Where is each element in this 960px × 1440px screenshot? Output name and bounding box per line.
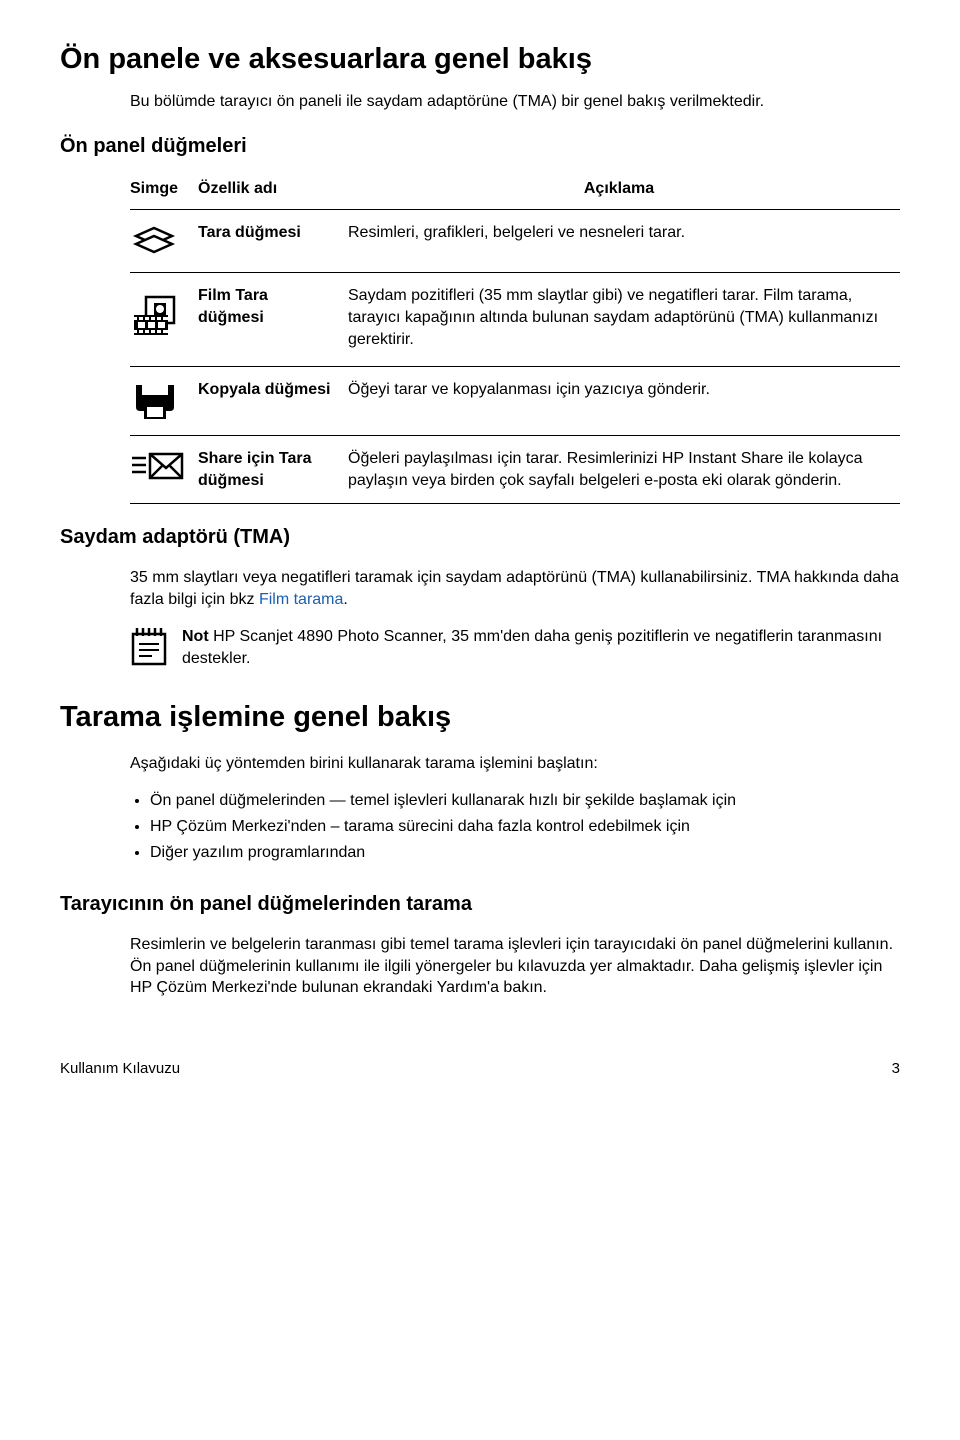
feature-desc: Öğeleri paylaşılması için tarar. Resimle… bbox=[348, 436, 900, 504]
front-panel-text: Resimlerin ve belgelerin taranması gibi … bbox=[130, 934, 900, 999]
col-feature: Özellik adı bbox=[198, 170, 348, 210]
footer-page-number: 3 bbox=[892, 1059, 900, 1079]
list-item: Diğer yazılım programlarından bbox=[150, 842, 900, 864]
tma-paragraph: 35 mm slaytları veya negatifleri taramak… bbox=[130, 567, 900, 610]
table-row: Kopyala düğmesi Öğeyi tarar ve kopyalanm… bbox=[130, 367, 900, 436]
feature-desc: Saydam pozitifleri (35 mm slaytlar gibi)… bbox=[348, 273, 900, 356]
col-description: Açıklama bbox=[348, 170, 900, 210]
scan-methods-list: Ön panel düğmelerinden — temel işlevleri… bbox=[130, 790, 900, 863]
share-scan-icon bbox=[130, 448, 190, 484]
film-scan-icon bbox=[130, 295, 190, 345]
intro-paragraph: Bu bölümde tarayıcı ön paneli ile saydam… bbox=[130, 91, 900, 113]
note-icon bbox=[130, 626, 168, 666]
feature-desc: Resimleri, grafikleri, belgeleri ve nesn… bbox=[348, 210, 900, 273]
page-footer: Kullanım Kılavuzu 3 bbox=[60, 1059, 900, 1079]
feature-name: Tara düğmesi bbox=[198, 210, 348, 273]
scan-icon bbox=[130, 222, 190, 260]
col-icon: Simge bbox=[130, 170, 198, 210]
list-item: Ön panel düğmelerinden — temel işlevleri… bbox=[150, 790, 900, 812]
feature-name: Share için Tara düğmesi bbox=[198, 436, 348, 504]
table-row: Share için Tara düğmesi Öğeleri paylaşıl… bbox=[130, 436, 900, 504]
heading-front-panel-buttons: Ön panel düğmeleri bbox=[60, 133, 900, 160]
heading-scan-overview: Tarama işlemine genel bakış bbox=[60, 698, 900, 737]
footer-left: Kullanım Kılavuzu bbox=[60, 1059, 180, 1079]
feature-desc: Öğeyi tarar ve kopyalanması için yazıcıy… bbox=[348, 367, 900, 436]
buttons-table: Simge Özellik adı Açıklama Tara düğmesi … bbox=[130, 170, 900, 505]
feature-name: Kopyala düğmesi bbox=[198, 367, 348, 436]
heading-front-panel-scan: Tarayıcının ön panel düğmelerinden taram… bbox=[60, 891, 900, 918]
copy-icon bbox=[130, 379, 190, 423]
note-text: Not HP Scanjet 4890 Photo Scanner, 35 mm… bbox=[182, 626, 900, 669]
table-row: Tara düğmesi Resimleri, grafikleri, belg… bbox=[130, 210, 900, 273]
table-row: Film Tara düğmesi Saydam pozitifleri (35… bbox=[130, 273, 900, 356]
heading-tma: Saydam adaptörü (TMA) bbox=[60, 524, 900, 551]
list-item: HP Çözüm Merkezi'nden – tarama sürecini … bbox=[150, 816, 900, 838]
page-title: Ön panele ve aksesuarlara genel bakış bbox=[60, 40, 900, 79]
feature-name: Film Tara düğmesi bbox=[198, 273, 348, 367]
scan-intro: Aşağıdaki üç yöntemden birini kullanarak… bbox=[130, 753, 900, 775]
link-film-scan[interactable]: Film tarama bbox=[259, 591, 343, 608]
note-block: Not HP Scanjet 4890 Photo Scanner, 35 mm… bbox=[130, 626, 900, 669]
